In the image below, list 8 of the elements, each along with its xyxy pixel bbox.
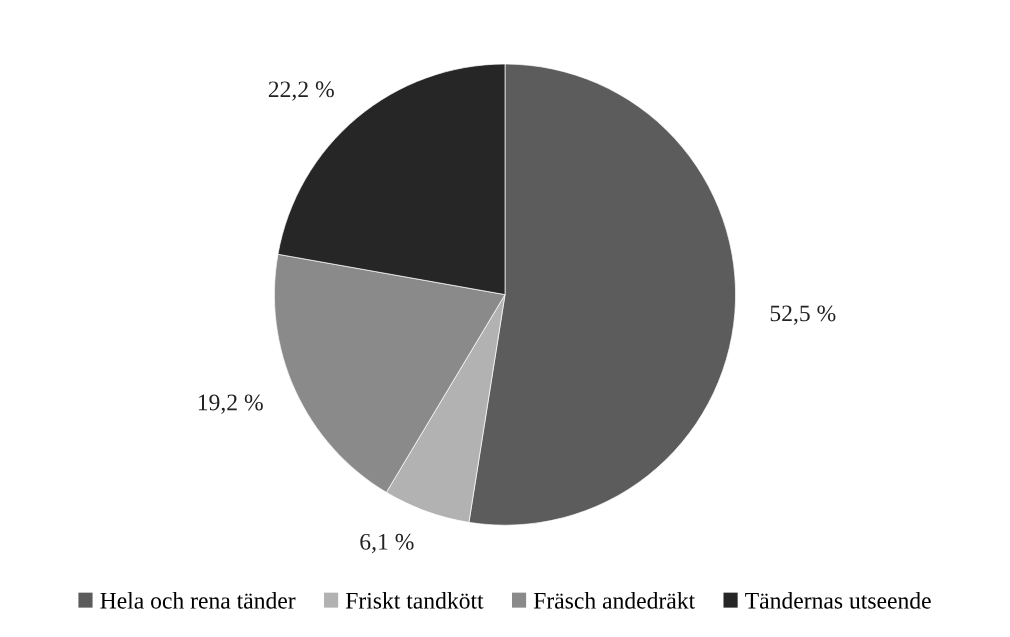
- legend-label: Hela och rena tänder: [100, 592, 296, 609]
- data-label: 22,2 %: [268, 81, 334, 101]
- legend-label: Tändernas utseende: [745, 592, 931, 609]
- data-label: 19,2 %: [198, 394, 263, 414]
- data-label: 6,1 %: [360, 533, 414, 554]
- legend-label: Fräsch andedräkt: [533, 592, 696, 609]
- data-label: 52,5 %: [770, 305, 836, 325]
- legend-label: Friskt tandkött: [345, 592, 484, 609]
